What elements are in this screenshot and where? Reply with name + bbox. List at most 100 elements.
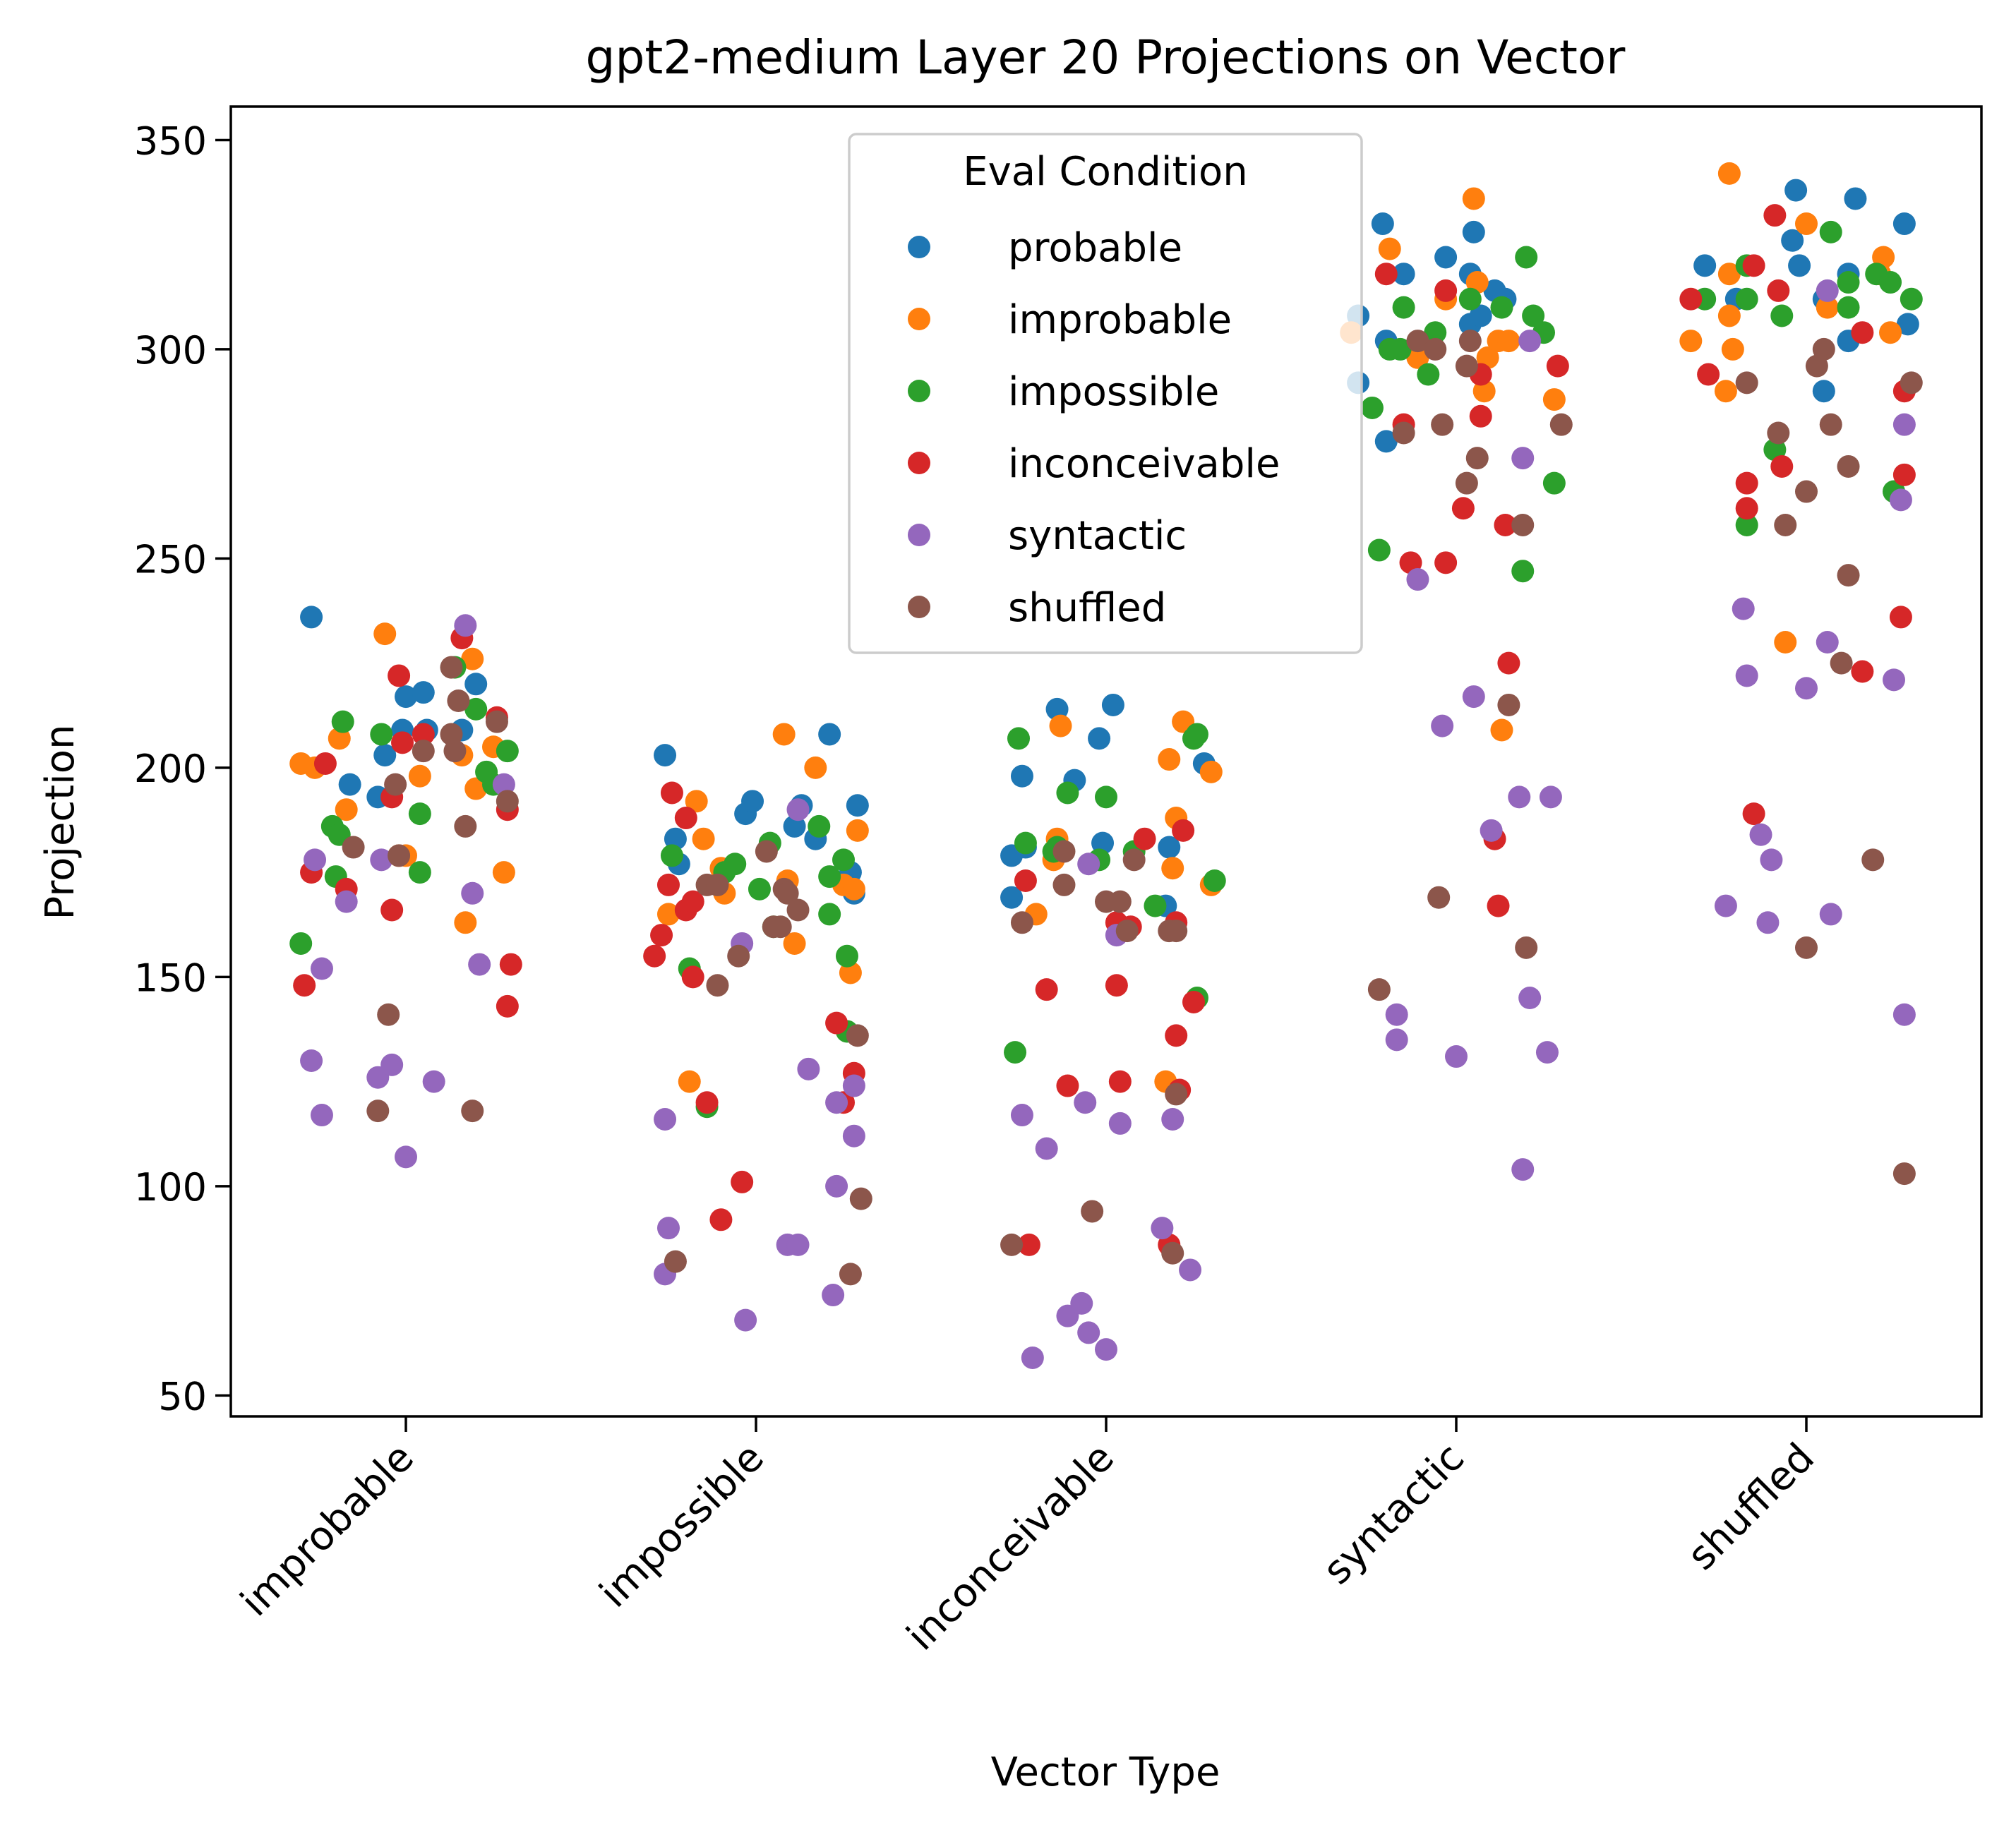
point-shuffled	[786, 898, 810, 922]
point-shuffled	[1795, 936, 1818, 959]
chart-title: gpt2-medium Layer 20 Projections on Vect…	[586, 30, 1626, 85]
point-inconceivable	[1494, 513, 1517, 536]
point-syntactic	[300, 1049, 323, 1072]
point-shuffled	[1549, 413, 1573, 436]
legend-label-inconceivable: inconceivable	[1008, 441, 1280, 487]
point-inconceivable	[388, 664, 411, 687]
point-probable	[1434, 246, 1458, 269]
point-shuffled	[755, 840, 778, 863]
point-impossible	[1819, 220, 1842, 243]
point-improbable	[408, 764, 431, 788]
point-syntactic	[1074, 1091, 1097, 1114]
point-impossible	[1770, 304, 1794, 327]
point-impossible	[289, 932, 313, 955]
point-inconceivable	[1679, 287, 1703, 311]
point-shuffled	[1830, 651, 1853, 675]
point-impossible	[1837, 296, 1860, 319]
point-probable	[818, 723, 841, 746]
point-shuffled	[1511, 513, 1535, 536]
point-shuffled	[388, 844, 411, 867]
point-syntactic	[1151, 1217, 1174, 1240]
point-syntactic	[1816, 631, 1839, 654]
point-impossible	[1367, 538, 1391, 562]
legend-marker-shuffled	[908, 596, 930, 618]
point-impossible	[1185, 723, 1208, 746]
point-syntactic	[1385, 1028, 1408, 1052]
point-improbable	[1378, 237, 1401, 260]
point-improbable	[1816, 296, 1839, 319]
point-syntactic	[1021, 1346, 1044, 1369]
point-shuffled	[1165, 1083, 1188, 1106]
point-probable	[1462, 220, 1485, 243]
point-impossible	[1511, 560, 1535, 583]
point-shuffled	[1819, 413, 1842, 436]
point-probable	[1101, 693, 1124, 716]
point-improbable	[1490, 718, 1513, 742]
point-syntactic	[1077, 853, 1100, 876]
point-improbable	[1049, 714, 1072, 737]
point-inconceivable	[1497, 651, 1520, 675]
point-shuffled	[1837, 564, 1860, 587]
point-improbable	[373, 622, 397, 646]
point-impossible	[1203, 869, 1226, 892]
point-inconceivable	[681, 965, 704, 989]
point-impossible	[464, 697, 488, 721]
point-probable	[338, 773, 361, 796]
point-inconceivable	[1735, 471, 1758, 495]
point-shuffled	[485, 710, 508, 733]
point-improbable	[846, 819, 869, 842]
point-syntactic	[468, 953, 491, 976]
point-syntactic	[1095, 1338, 1117, 1361]
point-probable	[1812, 380, 1835, 403]
point-impossible	[408, 861, 431, 884]
point-impossible	[1014, 831, 1037, 855]
point-impossible	[1424, 321, 1447, 344]
point-shuffled	[727, 944, 750, 968]
point-impossible	[818, 865, 841, 889]
point-shuffled	[1455, 354, 1478, 378]
point-inconceivable	[1742, 802, 1765, 826]
point-impossible	[1392, 296, 1415, 319]
point-probable	[1010, 764, 1033, 788]
point-impossible	[832, 848, 855, 872]
point-shuffled	[440, 656, 463, 679]
point-syntactic	[1819, 903, 1842, 926]
point-syntactic	[654, 1107, 677, 1131]
point-improbable	[1161, 857, 1184, 880]
point-impossible	[818, 903, 841, 926]
point-impossible	[408, 802, 431, 826]
point-syntactic	[1816, 279, 1839, 302]
point-shuffled	[461, 1100, 484, 1123]
point-impossible	[1542, 471, 1566, 495]
point-inconceivable	[1014, 869, 1037, 892]
point-syntactic	[335, 890, 358, 913]
point-syntactic	[1077, 1321, 1100, 1344]
point-improbable	[842, 877, 865, 901]
point-probable	[783, 814, 806, 838]
point-inconceivable	[499, 953, 522, 976]
point-syntactic	[657, 1217, 680, 1240]
point-improbable	[1774, 631, 1797, 654]
point-syntactic	[1735, 664, 1758, 687]
point-syntactic	[1883, 668, 1905, 692]
legend-marker-syntactic	[908, 524, 930, 546]
point-inconceivable	[650, 924, 673, 947]
point-impossible	[808, 814, 831, 838]
legend-marker-inconceivable	[908, 452, 930, 474]
point-shuffled	[706, 873, 729, 896]
point-inconceivable	[1434, 279, 1458, 302]
point-syntactic	[370, 848, 393, 872]
point-syntactic	[1010, 1104, 1033, 1127]
point-shuffled	[769, 915, 792, 939]
point-inconceivable	[1374, 263, 1398, 286]
point-impossible	[835, 944, 858, 968]
point-impossible	[748, 877, 771, 901]
point-impossible	[1735, 287, 1758, 311]
y-tick-label: 200	[134, 747, 207, 791]
point-shuffled	[1837, 454, 1860, 478]
point-shuffled	[706, 974, 729, 997]
point-inconceivable	[825, 1011, 848, 1035]
point-impossible	[1900, 287, 1923, 311]
point-impossible	[1388, 337, 1412, 361]
point-probable	[412, 681, 435, 704]
